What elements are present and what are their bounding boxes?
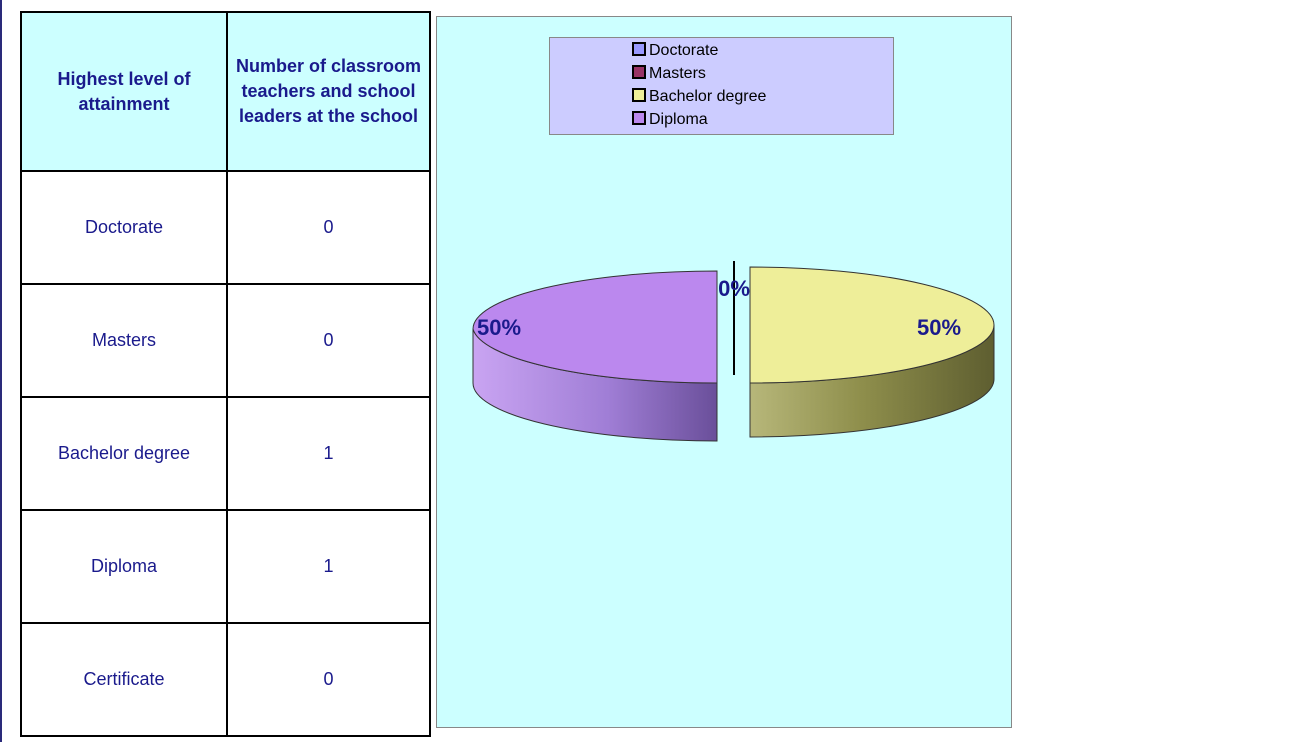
- cell-count: 1: [226, 396, 431, 511]
- table-row: Certificate 0: [20, 622, 431, 737]
- pct-label-zero: 0%: [718, 276, 750, 301]
- cell-count: 0: [226, 170, 431, 285]
- legend-swatch-bachelor: [632, 88, 646, 102]
- cell-level: Certificate: [20, 622, 228, 737]
- legend-swatch-diploma: [632, 111, 646, 125]
- legend-label: Diploma: [649, 111, 708, 128]
- legend-item-masters: Masters: [632, 63, 706, 85]
- cell-count: 0: [226, 622, 431, 737]
- table-row: Masters 0: [20, 283, 431, 398]
- chart-legend: Doctorate Masters Bachelor degree Diplom…: [549, 37, 894, 135]
- legend-swatch-masters: [632, 65, 646, 79]
- header-teacher-count: Number of classroom teachers and school …: [226, 11, 431, 172]
- pie-chart-svg: 0% 50% 50%: [472, 261, 995, 442]
- attainment-table: Highest level of attainment Number of cl…: [20, 11, 431, 737]
- cell-level: Doctorate: [20, 170, 228, 285]
- legend-label: Bachelor degree: [649, 88, 767, 105]
- cell-count: 1: [226, 509, 431, 624]
- pct-label-diploma: 50%: [477, 315, 521, 340]
- cell-level: Bachelor degree: [20, 396, 228, 511]
- pie-slice-diploma: [472, 270, 718, 384]
- pie-chart-area: Doctorate Masters Bachelor degree Diplom…: [436, 16, 1012, 728]
- legend-item-diploma: Diploma: [632, 109, 708, 131]
- cell-count: 0: [226, 283, 431, 398]
- legend-item-bachelor: Bachelor degree: [632, 86, 766, 108]
- header-attainment: Highest level of attainment: [20, 11, 228, 172]
- table-row: Bachelor degree 1: [20, 396, 431, 511]
- legend-swatch-doctorate: [632, 42, 646, 56]
- legend-label: Masters: [649, 65, 706, 82]
- legend-item-doctorate: Doctorate: [632, 40, 718, 62]
- legend-label: Doctorate: [649, 42, 719, 59]
- table-row: Doctorate 0: [20, 170, 431, 285]
- table-row: Diploma 1: [20, 509, 431, 624]
- pct-label-bachelor: 50%: [917, 315, 961, 340]
- cell-level: Masters: [20, 283, 228, 398]
- table-header-row: Highest level of attainment Number of cl…: [20, 11, 431, 172]
- pie-slice-bachelor: [749, 266, 995, 384]
- cell-level: Diploma: [20, 509, 228, 624]
